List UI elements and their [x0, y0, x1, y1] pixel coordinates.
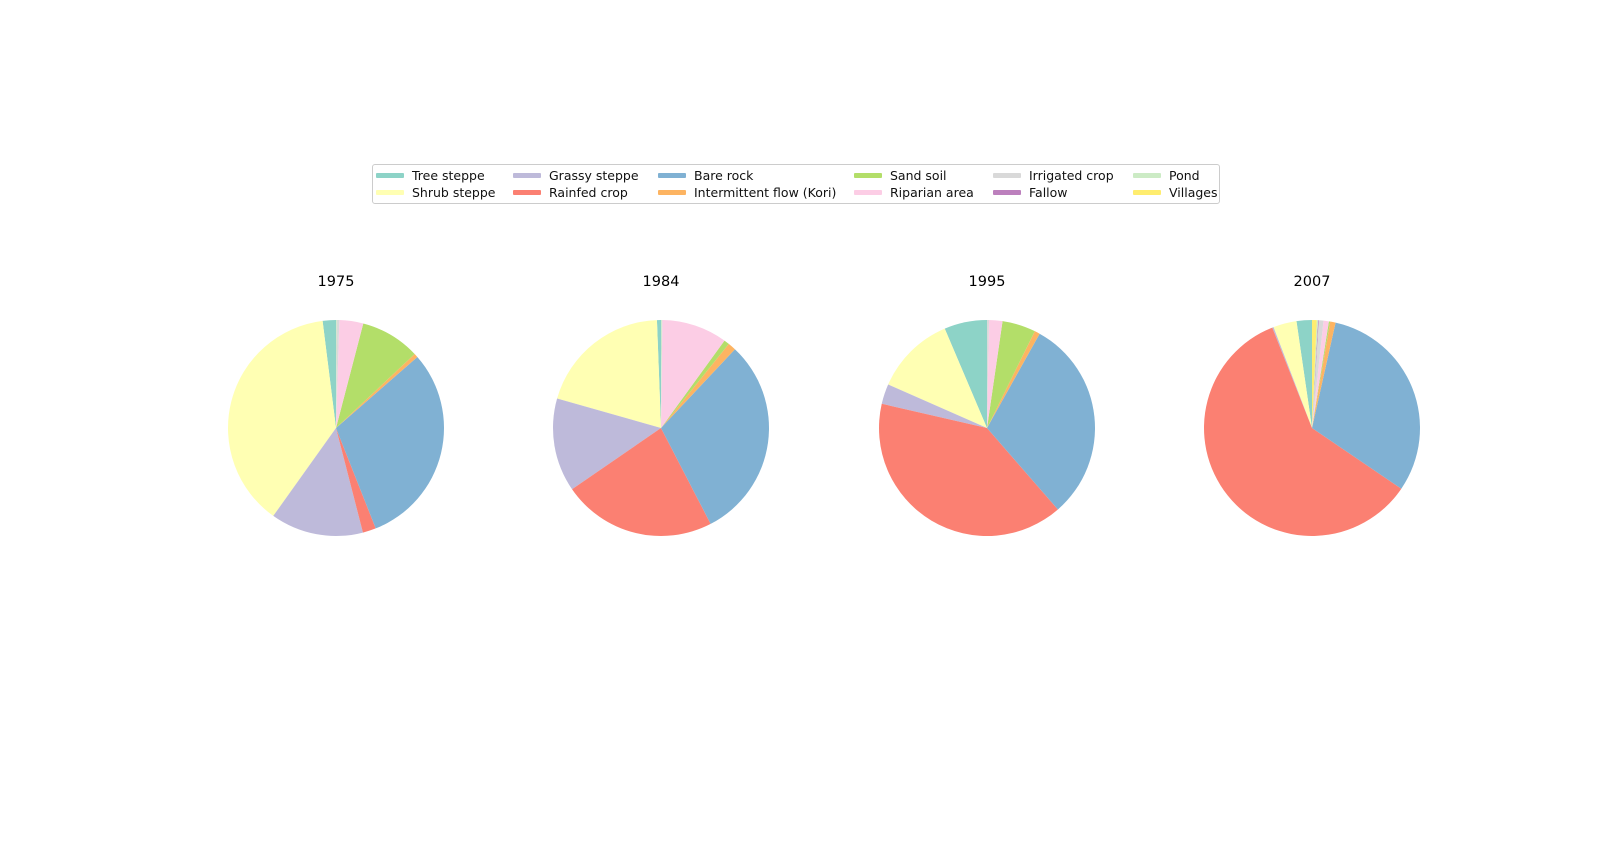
pie-chart-1984: 1984 — [553, 274, 770, 536]
pie-slice-rainfed-crop — [878, 403, 1058, 536]
pie-slice-sand-soil — [661, 340, 729, 428]
pie-slice-pond — [336, 320, 337, 428]
legend-label: Tree steppe — [412, 168, 485, 183]
legend-label: Irrigated crop — [1029, 168, 1114, 183]
legend-label: Fallow — [1029, 185, 1068, 200]
legend-label: Rainfed crop — [549, 185, 628, 200]
legend-swatch — [658, 190, 686, 195]
pie-slice-rainfed-crop — [572, 428, 711, 536]
pie-slice-sand-soil — [987, 321, 1035, 428]
pie-slice-riparian-area — [987, 320, 1003, 428]
legend-item-pond: Pond — [1133, 167, 1218, 184]
pie-slice-bare-rock — [661, 349, 770, 524]
legend-item-intermittent-flow: Intermittent flow (Kori) — [658, 184, 854, 201]
pie-slice-irrigated-crop — [336, 320, 340, 428]
pie-title: 1984 — [643, 274, 680, 290]
legend-label: Shrub steppe — [412, 185, 496, 200]
pie-slice-intermittent-flow-kori — [336, 353, 418, 428]
pie-slice-tree-steppe — [944, 320, 987, 428]
pie-slice-fallow — [1312, 320, 1319, 428]
legend-item-grassy-steppe: Grassy steppe — [513, 167, 658, 184]
pie-title: 2007 — [1294, 274, 1331, 290]
legend-swatch — [658, 173, 686, 178]
legend-label: Grassy steppe — [549, 168, 639, 183]
pie-slice-rainfed-crop — [1204, 327, 1402, 536]
legend-swatch — [1133, 190, 1161, 195]
pie-slice-intermittent-flow-kori — [1312, 321, 1336, 428]
legend-label: Riparian area — [890, 185, 974, 200]
pie-slice-grassy-steppe — [273, 428, 363, 536]
pie-slice-riparian-area — [661, 320, 725, 428]
legend-swatch — [376, 173, 404, 178]
pie-slice-shrub-steppe — [888, 328, 987, 428]
legend-item-riparian-area: Riparian area — [854, 184, 993, 201]
legend-label: Villages — [1169, 185, 1218, 200]
legend-swatch — [854, 173, 882, 178]
legend-swatch — [513, 190, 541, 195]
pie-slice-sand-soil — [336, 323, 415, 428]
pie-slice-riparian-area — [1312, 320, 1329, 428]
pie-slice-tree-steppe — [1296, 320, 1312, 428]
legend-label: Sand soil — [890, 168, 947, 183]
pie-chart-1995: 1995 — [878, 274, 1095, 536]
pie-slice-irrigated-crop — [661, 320, 663, 428]
pie-title: 1975 — [318, 274, 355, 290]
pie-slice-intermittent-flow-kori — [987, 331, 1040, 428]
legend-swatch — [1133, 173, 1161, 178]
legend-swatch — [993, 173, 1021, 178]
pie-slice-bare-rock — [336, 356, 444, 529]
legend-swatch — [513, 173, 541, 178]
pie-slice-bare-rock — [1312, 322, 1420, 489]
legend-label: Pond — [1169, 168, 1200, 183]
pie-slice-grassy-steppe — [553, 398, 661, 490]
pie-slice-irrigated-crop — [987, 320, 990, 428]
pie-slice-shrub-steppe — [228, 320, 336, 516]
legend-item-shrub-steppe: Shrub steppe — [376, 184, 513, 201]
pie-slice-pond — [1312, 320, 1319, 428]
pie-chart-2007: 2007 — [1204, 274, 1420, 536]
pie-slice-grassy-steppe — [1272, 327, 1312, 428]
pie-slice-irrigated-crop — [1312, 320, 1324, 428]
legend-label: Intermittent flow (Kori) — [694, 185, 837, 200]
legend-item-fallow: Fallow — [993, 184, 1133, 201]
legend-swatch — [993, 190, 1021, 195]
pie-slice-tree-steppe — [656, 320, 661, 428]
pie-title: 1995 — [969, 274, 1006, 290]
pie-slice-pond — [661, 320, 662, 428]
legend-item-tree-steppe: Tree steppe — [376, 167, 513, 184]
pie-slice-grassy-steppe — [881, 384, 987, 428]
pie-slice-villages — [1312, 320, 1317, 428]
legend-item-bare-rock: Bare rock — [658, 167, 854, 184]
pie-slice-riparian-area — [336, 320, 364, 428]
pie-slice-rainfed-crop — [336, 428, 376, 533]
legend-label: Bare rock — [694, 168, 754, 183]
pie-slice-shrub-steppe — [557, 320, 661, 428]
legend-item-irrigated-crop: Irrigated crop — [993, 167, 1133, 184]
legend-item-rainfed-crop: Rainfed crop — [513, 184, 658, 201]
pie-slice-bare-rock — [987, 333, 1095, 510]
legend-item-sand-soil: Sand soil — [854, 167, 993, 184]
legend-swatch — [376, 190, 404, 195]
chart-legend: Tree steppe Shrub steppe Grassy steppe R… — [372, 164, 1220, 204]
legend-swatch — [854, 190, 882, 195]
pie-slice-intermittent-flow-kori — [661, 343, 735, 428]
pie-chart-1975: 1975 — [228, 274, 444, 536]
pie-slice-sand-soil — [1312, 321, 1331, 428]
pie-slice-shrub-steppe — [1273, 321, 1312, 428]
pie-slice-tree-steppe — [322, 320, 336, 428]
legend-item-villages: Villages — [1133, 184, 1218, 201]
